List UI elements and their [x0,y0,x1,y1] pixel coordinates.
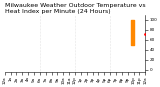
Point [62,44,65,45]
Point [53,53,56,54]
Point [59,47,62,48]
Point [71,38,73,39]
Point [144,33,146,34]
Point [30,61,32,62]
Point [77,36,79,37]
Point [112,35,114,37]
Point [144,54,147,55]
Point [141,50,144,51]
Point [139,43,142,44]
Point [24,61,27,62]
Point [94,34,97,35]
Point [126,38,129,40]
Point [131,21,134,23]
Point [36,61,38,62]
Point [135,45,138,46]
Point [18,60,21,61]
Point [103,33,106,35]
Point [137,34,140,35]
Point [83,35,85,36]
Point [15,60,18,61]
Point [65,42,68,43]
Point [121,36,123,38]
Point [133,20,136,21]
Point [118,34,120,35]
Point [126,39,129,40]
Point [9,59,12,60]
Point [135,25,138,26]
Point [100,33,103,35]
Point [142,52,145,53]
Point [132,43,135,44]
Point [112,33,114,34]
Point [68,40,70,42]
Point [106,33,108,34]
Point [88,36,91,38]
Point [124,36,126,38]
Point [129,40,132,42]
Point [103,35,106,37]
Point [97,34,100,35]
Point [144,54,147,55]
Point [80,35,82,37]
Point [97,36,100,37]
Point [88,35,91,36]
Point [62,44,65,45]
Point [74,37,76,38]
Point [140,49,143,50]
Point [56,50,59,51]
Point [138,46,141,48]
Point [124,37,126,39]
Point [4,58,6,59]
Point [100,36,103,37]
Point [140,46,143,48]
Point [138,48,141,49]
Point [94,36,97,37]
Point [91,36,94,38]
Point [132,19,135,20]
Point [47,58,50,59]
Point [118,36,120,37]
Point [121,35,123,36]
Point [129,40,132,42]
Point [85,35,88,36]
Point [141,51,144,52]
Point [91,34,94,36]
Point [77,37,79,39]
Point [33,61,35,62]
Point [109,33,112,34]
Point [109,35,112,37]
Point [85,36,88,38]
Point [27,61,29,62]
Point [138,39,141,40]
Point [134,21,137,23]
Point [68,40,70,41]
Point [106,35,108,37]
Point [50,55,53,56]
Point [115,35,117,37]
Point [71,39,73,40]
Point [130,24,133,25]
Text: Milwaukee Weather Outdoor Temperature vs Heat Index per Minute (24 Hours): Milwaukee Weather Outdoor Temperature vs… [5,3,145,14]
Point [80,37,82,38]
Point [74,38,76,39]
Point [83,37,85,38]
Point [39,61,41,62]
Point [6,59,9,60]
Point [42,60,44,61]
Point [115,33,117,35]
Point [65,41,68,43]
Point [12,59,15,60]
Point [21,60,24,61]
Point [136,29,139,30]
Point [44,59,47,60]
